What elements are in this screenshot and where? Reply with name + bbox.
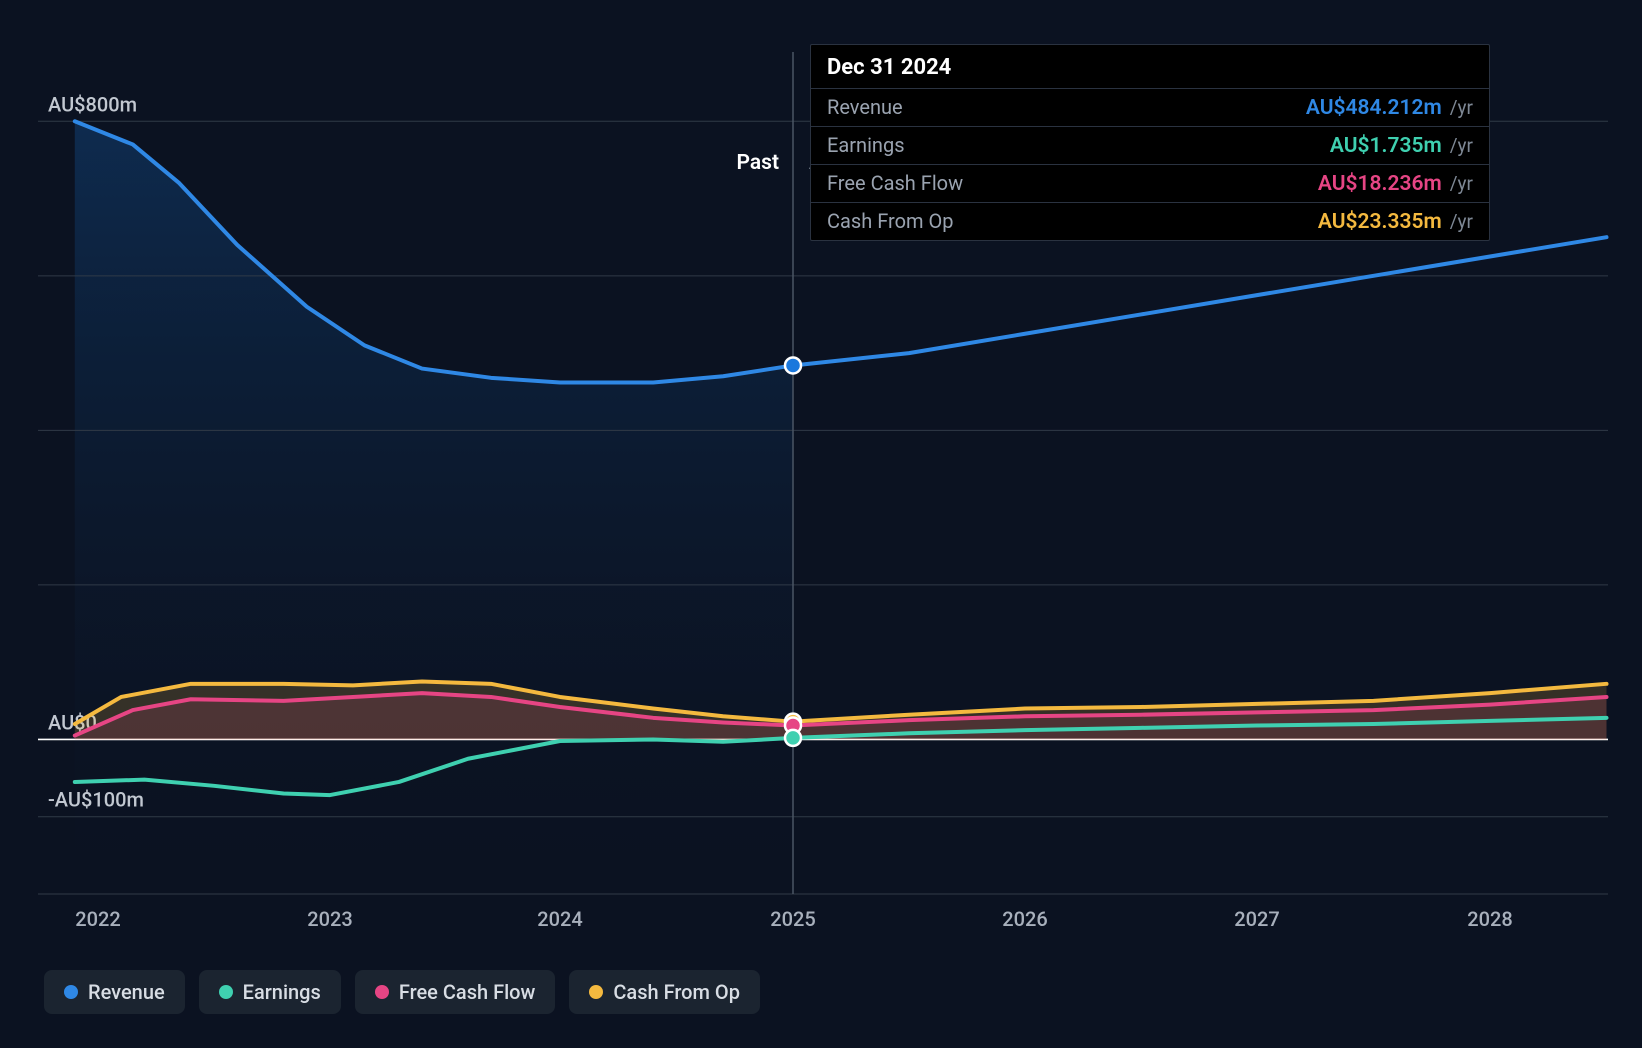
tooltip-row: Free Cash FlowAU$18.236m/yr <box>811 165 1489 203</box>
x-axis-label: 2024 <box>537 907 582 931</box>
legend-item[interactable]: Cash From Op <box>569 970 760 1014</box>
tooltip-row-value: AU$484.212m <box>1306 96 1442 120</box>
legend-label: Revenue <box>88 980 165 1004</box>
tooltip-date: Dec 31 2024 <box>811 45 1489 89</box>
legend-dot-icon <box>64 985 78 999</box>
x-axis-label: 2027 <box>1234 907 1279 931</box>
legend-item[interactable]: Earnings <box>199 970 341 1014</box>
chart-legend: Revenue Earnings Free Cash Flow Cash From O… <box>44 970 760 1014</box>
tooltip-row-label: Earnings <box>827 133 1330 157</box>
tooltip-row-unit: /yr <box>1450 172 1473 195</box>
x-axis-label: 2022 <box>75 907 120 931</box>
tooltip-row-label: Free Cash Flow <box>827 171 1318 195</box>
section-label-past: Past <box>737 151 780 175</box>
tooltip-row-unit: /yr <box>1450 96 1473 119</box>
tooltip-row-unit: /yr <box>1450 134 1473 157</box>
tooltip-row-value: AU$23.335m <box>1318 210 1442 234</box>
legend-label: Earnings <box>243 980 321 1004</box>
hover-marker-revenue <box>785 357 801 373</box>
financials-chart[interactable]: AU$800mAU$0-AU$100m202220232024202520262… <box>0 0 1642 1048</box>
tooltip-row: RevenueAU$484.212m/yr <box>811 89 1489 127</box>
legend-dot-icon <box>219 985 233 999</box>
tooltip-row: EarningsAU$1.735m/yr <box>811 127 1489 165</box>
x-axis-label: 2026 <box>1002 907 1047 931</box>
legend-item[interactable]: Revenue <box>44 970 185 1014</box>
hover-marker-earnings <box>785 730 801 746</box>
past-area-fill <box>75 121 793 894</box>
y-axis-label: AU$800m <box>48 92 137 116</box>
legend-label: Free Cash Flow <box>399 980 536 1004</box>
tooltip-row-unit: /yr <box>1450 210 1473 233</box>
legend-dot-icon <box>375 985 389 999</box>
tooltip-row: Cash From OpAU$23.335m/yr <box>811 203 1489 240</box>
x-axis-label: 2023 <box>307 907 352 931</box>
tooltip-row-value: AU$18.236m <box>1318 172 1442 196</box>
legend-label: Cash From Op <box>613 980 740 1004</box>
tooltip-row-label: Cash From Op <box>827 209 1318 233</box>
tooltip-row-label: Revenue <box>827 95 1306 119</box>
y-axis-label: -AU$100m <box>48 788 144 812</box>
x-axis-label: 2028 <box>1467 907 1512 931</box>
legend-dot-icon <box>589 985 603 999</box>
x-axis-label: 2025 <box>770 907 815 931</box>
hover-tooltip: Dec 31 2024 RevenueAU$484.212m/yrEarning… <box>810 44 1490 241</box>
legend-item[interactable]: Free Cash Flow <box>355 970 556 1014</box>
tooltip-row-value: AU$1.735m <box>1330 134 1442 158</box>
